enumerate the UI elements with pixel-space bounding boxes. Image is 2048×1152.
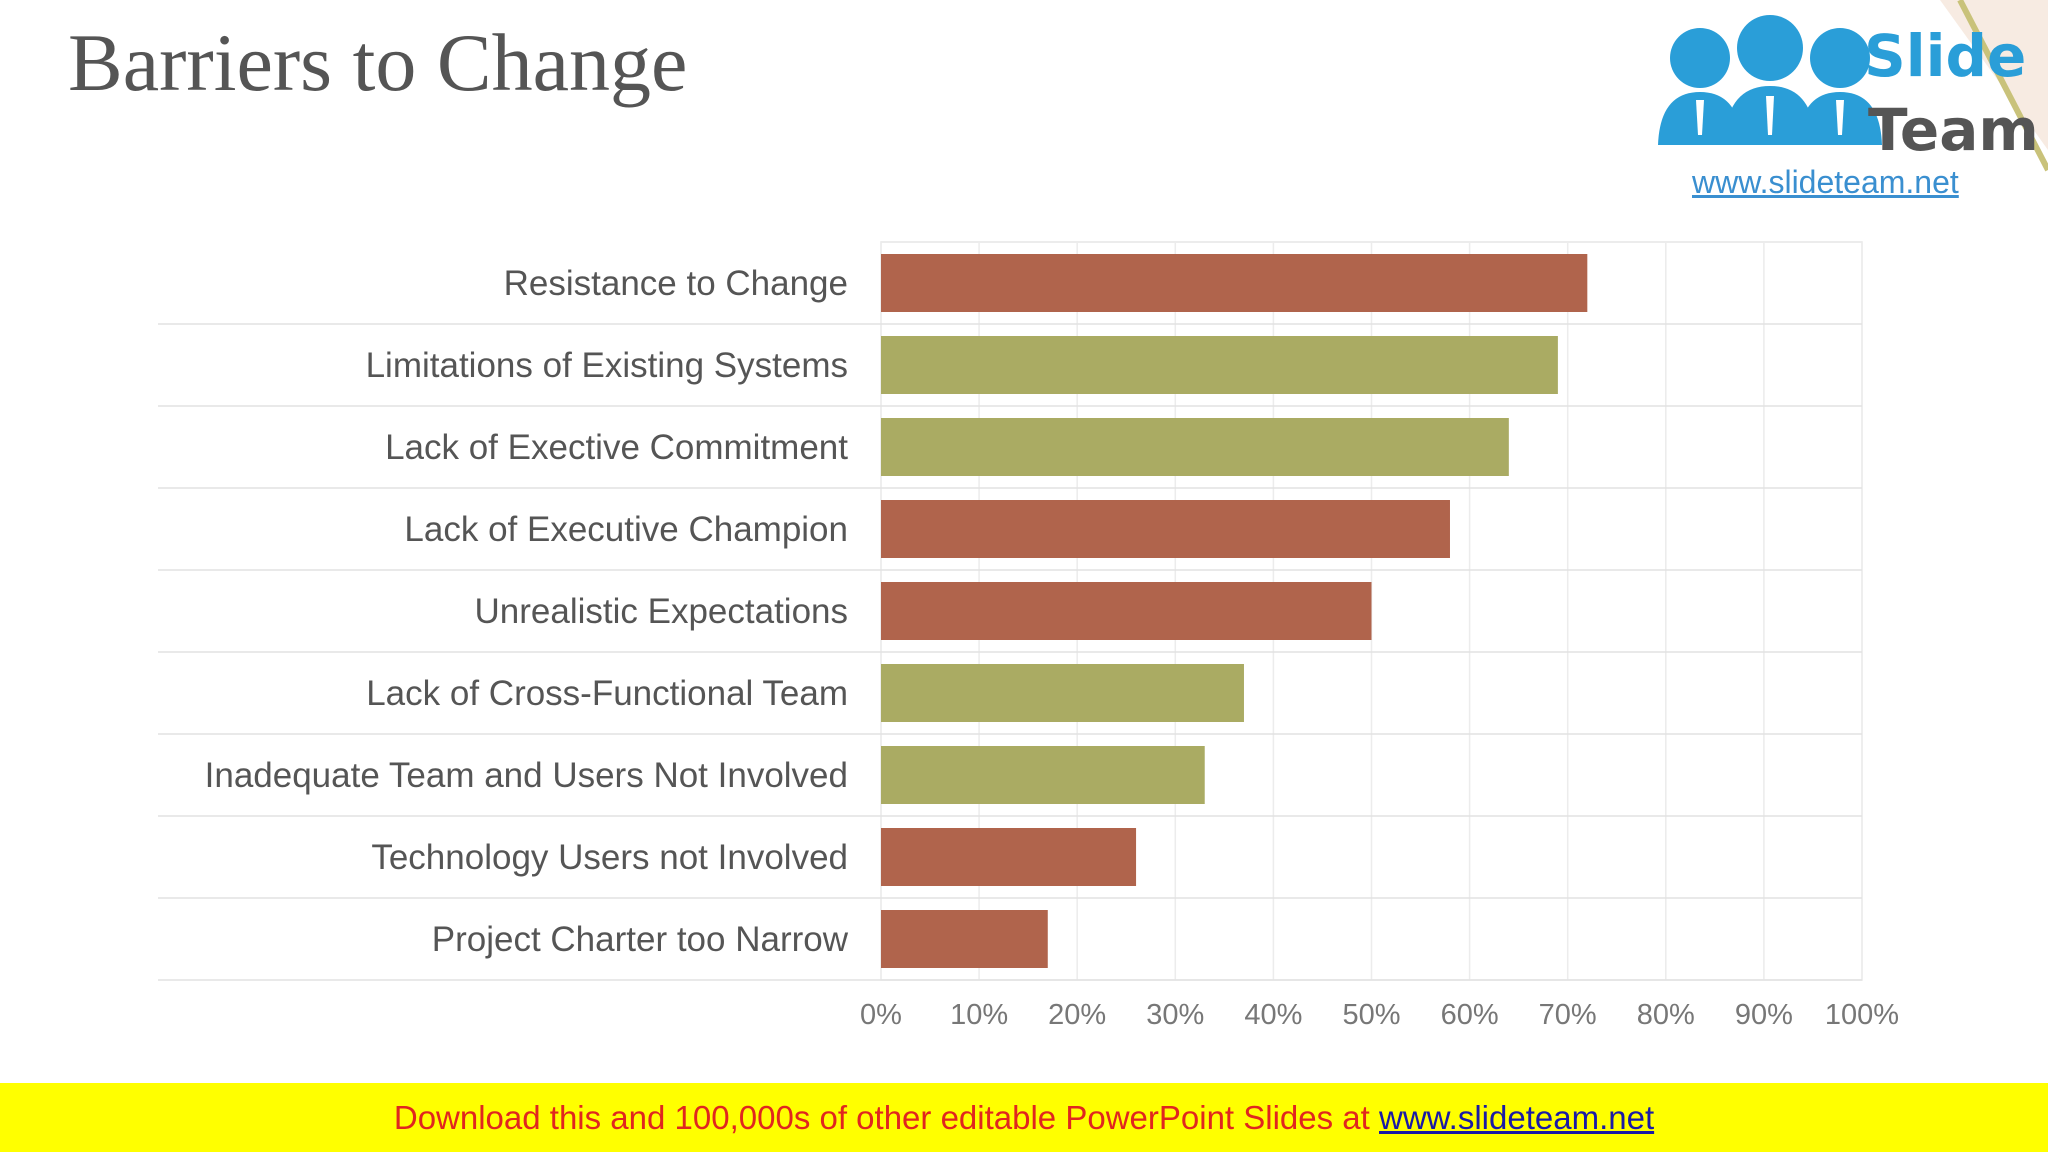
category-label: Limitations of Existing Systems xyxy=(366,346,848,385)
category-label: Technology Users not Involved xyxy=(371,838,848,877)
category-label: Project Charter too Narrow xyxy=(432,920,849,959)
slide-title: Barriers to Change xyxy=(68,17,688,108)
x-tick-label: 0% xyxy=(860,999,902,1031)
bar xyxy=(881,336,1558,394)
category-label: Inadequate Team and Users Not Involved xyxy=(205,756,848,795)
x-tick-label: 30% xyxy=(1146,999,1204,1031)
bar xyxy=(881,746,1205,804)
x-tick-label: 70% xyxy=(1539,999,1597,1031)
category-label: Lack of Cross-Functional Team xyxy=(366,674,848,713)
category-label: Unrealistic Expectations xyxy=(475,592,849,631)
x-tick-label: 60% xyxy=(1441,999,1499,1031)
slideteam-logo xyxy=(1640,0,2048,200)
people-icon xyxy=(1658,0,2048,172)
bar-chart: 0% 10% 20% 30% 40% 50% 60% 70% 80% 90% 100% Resista… xyxy=(158,241,1899,1031)
x-tick-label: 20% xyxy=(1048,999,1106,1031)
bar xyxy=(881,910,1048,968)
banner-message: Download this and 100,000s of other edit… xyxy=(393,1098,1379,1136)
logo-word-slide: Slide xyxy=(1864,22,2027,90)
bar xyxy=(881,254,1588,312)
logo-url-link[interactable]: www.slideteam.net xyxy=(1692,164,1959,200)
category-label: Lack of Exective Commitment xyxy=(385,428,848,467)
x-tick-label: 100% xyxy=(1825,999,1899,1031)
x-tick-label: 50% xyxy=(1342,999,1400,1031)
bar xyxy=(881,500,1450,558)
bar xyxy=(881,418,1509,476)
download-banner: Download this and 100,000s of other edit… xyxy=(0,1083,2048,1152)
category-label: Resistance to Change xyxy=(504,264,848,303)
x-tick-label: 90% xyxy=(1735,999,1793,1031)
category-label: Lack of Executive Champion xyxy=(404,510,848,549)
banner-text: Download this and 100,000s of other edit… xyxy=(394,1099,1654,1137)
bar xyxy=(881,828,1137,886)
x-tick-label: 10% xyxy=(950,999,1008,1031)
logo-word-team: Team xyxy=(1868,96,2039,164)
bar xyxy=(881,582,1372,640)
bar xyxy=(881,664,1244,722)
banner-link[interactable]: www.slideteam.net xyxy=(1379,1098,1655,1136)
x-tick-label: 80% xyxy=(1637,999,1695,1031)
x-tick-label: 40% xyxy=(1244,999,1302,1031)
